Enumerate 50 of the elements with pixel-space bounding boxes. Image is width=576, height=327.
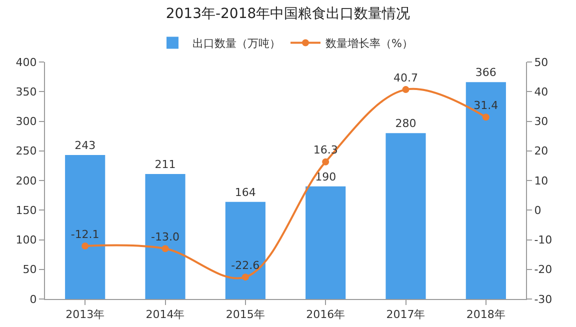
bar [65,155,106,299]
x-tick-label: 2018年 [466,308,506,322]
y2-tick-label: 40 [534,85,548,98]
data-label: 211 [154,158,176,171]
y2-tick-label: -30 [534,292,552,306]
x-tick-label: 2017年 [386,308,426,322]
bar [145,174,186,299]
data-label: -22.6 [231,258,260,272]
y-tick-label: 300 [16,115,37,128]
y2-tick-label: 30 [534,115,548,128]
data-label: 31.4 [474,98,498,112]
point [322,158,330,166]
y-tick-label: 100 [16,234,37,247]
y2-tick-label: 20 [534,144,548,158]
y-tick-label: 150 [16,204,37,217]
data-label: 190 [315,170,336,184]
y2-tick-label: 10 [534,174,548,188]
y2-tick-label: 0 [534,204,542,217]
x-tick-label: 2013年 [66,308,105,322]
y-tick-label: 0 [30,292,37,306]
y-tick-label: 350 [16,85,37,98]
y-tick-label: 200 [16,174,37,188]
point [242,274,249,281]
y2-tick-label: -10 [534,234,552,247]
bar [306,186,346,299]
data-label: 243 [74,139,96,152]
legend-label: 出口数量（万吨） [192,37,280,50]
y2-tick-label: 50 [534,56,548,69]
y-tick-label: 50 [22,263,37,276]
bar [225,202,266,299]
chart-title: 2013年-2018年中国粮食出口数量情况 [166,6,410,22]
data-label: 40.7 [394,71,418,84]
bar [466,82,506,299]
legend-label: 数量增长率（%） [326,37,413,50]
data-label: 366 [475,66,496,80]
y-tick-label: 400 [16,56,37,69]
point [162,245,169,252]
y-tick-label: 250 [16,144,37,158]
x-tick-label: 2016年 [306,308,346,322]
data-label: 280 [395,117,416,130]
data-label: -13.0 [151,230,180,244]
point [482,114,490,121]
data-label: -12.1 [70,228,100,241]
x-tick-label: 2014年 [146,308,185,322]
point [82,242,89,250]
bar [386,133,426,299]
data-label: 164 [234,186,256,199]
y2-tick-label: -20 [534,263,552,276]
x-tick-label: 2015年 [226,308,265,322]
point [402,86,410,94]
